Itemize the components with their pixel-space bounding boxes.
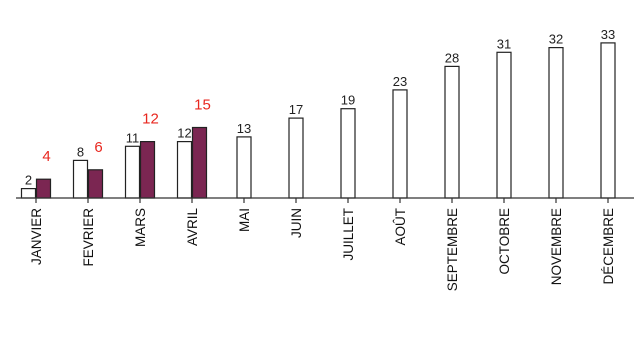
bar-avril-series2 (191, 126, 208, 199)
data-label-fevrier-series2: 6 (94, 139, 102, 156)
bar-mars-series1 (124, 145, 141, 199)
bars-layer (20, 42, 616, 199)
data-label-janvier-series1: 2 (25, 173, 32, 188)
data-label-mars-series1: 11 (126, 130, 140, 145)
x-tick-label-juillet: JUILLET (341, 208, 356, 261)
data-label-aout-series1: 23 (393, 74, 407, 89)
data-label-avril-series1: 12 (177, 126, 191, 141)
x-tick-label-decembre: DÉCEMBRE (601, 208, 616, 285)
bar-juillet-series1 (340, 108, 356, 199)
bar-aout-series1 (392, 89, 408, 199)
data-label-fevrier-series1: 8 (77, 144, 84, 159)
bar-janvier-series1 (20, 188, 37, 199)
x-tick-label-octobre: OCTOBRE (497, 208, 512, 275)
bar-mai-series1 (236, 136, 252, 199)
data-label-novembre-series1: 32 (549, 32, 563, 47)
x-tick-label-mars: MARS (133, 208, 148, 247)
bar-janvier-series2 (35, 178, 52, 199)
bar-juin-series1 (288, 117, 304, 199)
data-label-mai-series1: 13 (237, 121, 251, 136)
bar-mars-series2 (139, 141, 156, 199)
data-label-juillet-series1: 19 (341, 93, 355, 108)
data-label-septembre-series1: 28 (445, 50, 459, 65)
bar-decembre-series1 (600, 42, 616, 199)
bar-fevrier-series1 (72, 159, 89, 199)
x-tick-label-septembre: SEPTEMBRE (445, 208, 460, 291)
bar-septembre-series1 (444, 65, 460, 199)
data-label-juin-series1: 17 (289, 102, 303, 117)
data-label-decembre-series1: 33 (601, 27, 615, 42)
bar-avril-series1 (176, 141, 193, 199)
x-tick-label-aout: AOÛT (393, 208, 408, 246)
x-tick-label-novembre: NOVEMBRE (549, 208, 564, 285)
x-tick-label-avril: AVRIL (185, 208, 200, 247)
x-tick-label-fevrier: FEVRIER (81, 208, 96, 267)
bar-novembre-series1 (548, 46, 564, 199)
bar-octobre-series1 (496, 51, 512, 199)
data-label-avril-series2: 15 (194, 97, 211, 114)
x-ticks-layer: JANVIER FEVRIER MARS AVRIL MAI JUIN JUILLET AOÛ… (29, 198, 616, 291)
x-tick-label-janvier: JANVIER (29, 208, 44, 265)
x-tick-label-mai: MAI (237, 208, 252, 232)
data-label-octobre-series1: 31 (497, 36, 511, 51)
x-tick-label-juin: JUIN (289, 208, 304, 238)
data-label-janvier-series2: 4 (42, 148, 50, 165)
data-label-mars-series2: 12 (142, 111, 159, 128)
bar-fevrier-series2 (87, 169, 104, 199)
